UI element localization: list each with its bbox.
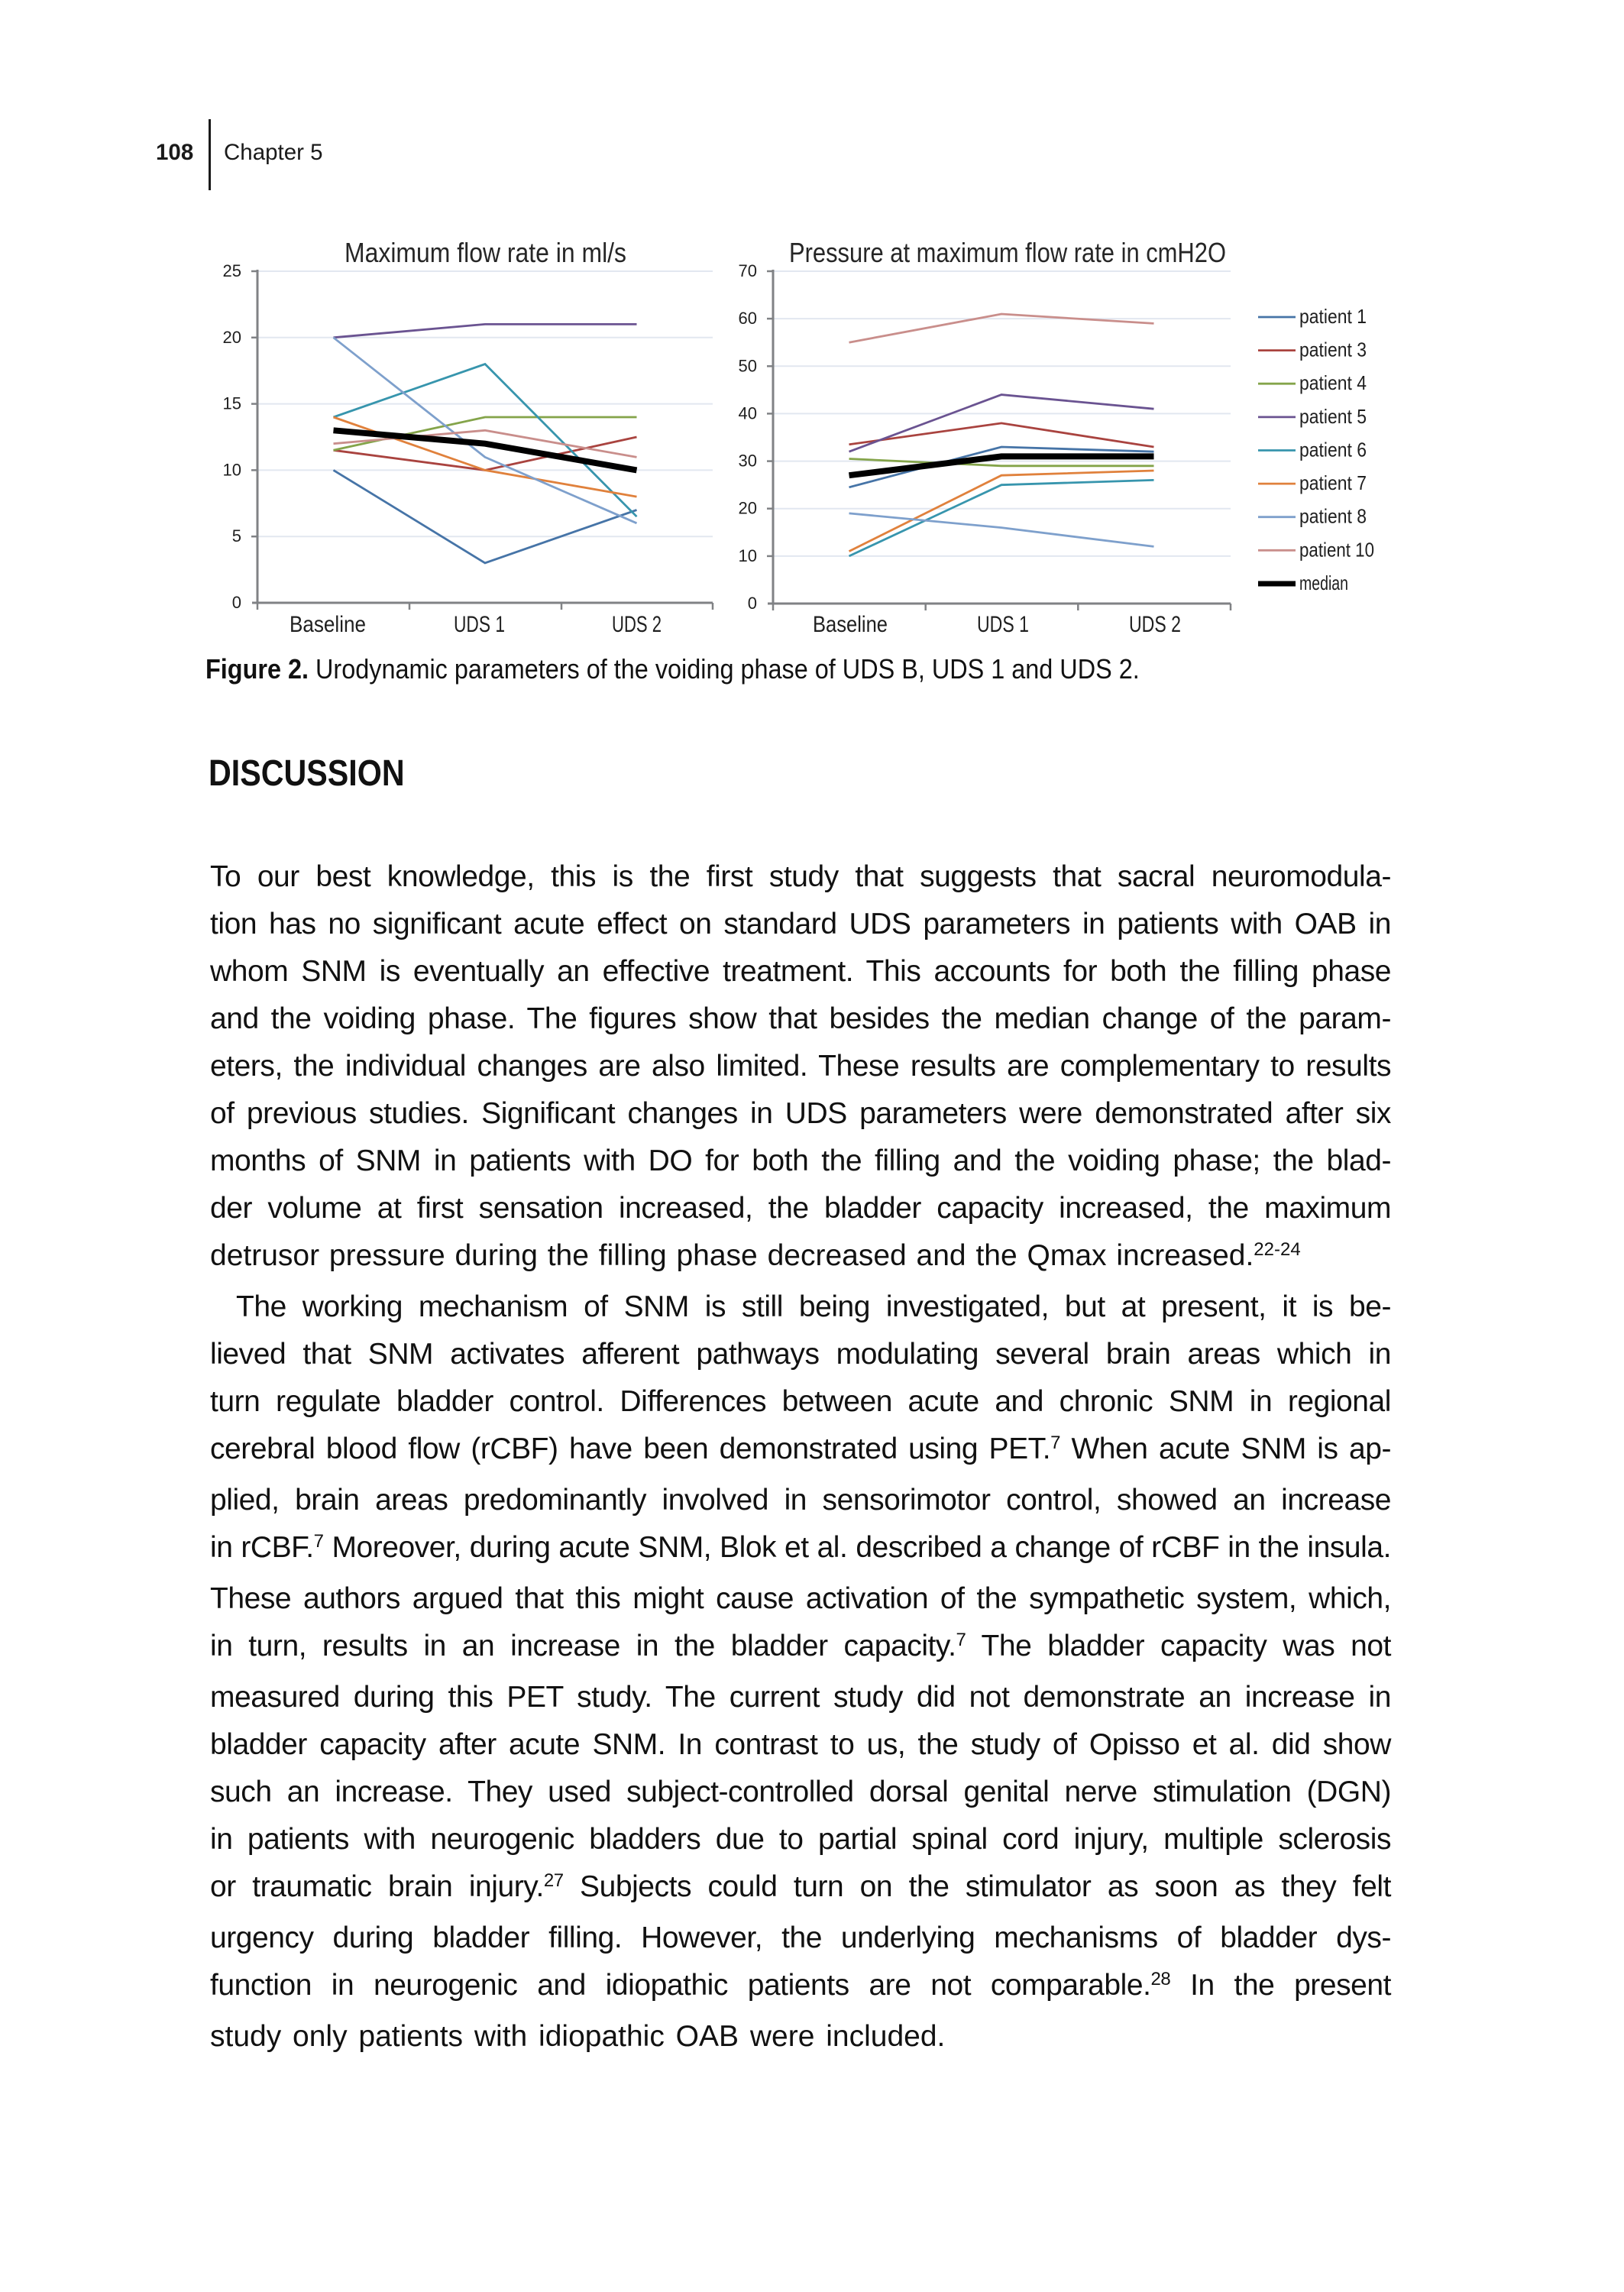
svg-text:60: 60 <box>739 309 757 328</box>
svg-text:Maximum flow rate in ml/s: Maximum flow rate in ml/s <box>345 237 626 268</box>
svg-text:patient 8: patient 8 <box>1299 505 1367 528</box>
svg-text:patient 6: patient 6 <box>1299 439 1367 461</box>
svg-text:patient 5: patient 5 <box>1299 405 1367 428</box>
svg-text:10: 10 <box>739 546 757 565</box>
svg-text:Pressure at maximum flow rate: Pressure at maximum flow rate in cmH2O <box>789 237 1226 268</box>
svg-text:30: 30 <box>739 452 757 471</box>
svg-text:20: 20 <box>739 499 757 518</box>
svg-text:UDS 2: UDS 2 <box>612 612 662 637</box>
svg-text:0: 0 <box>748 594 757 613</box>
svg-text:UDS 2: UDS 2 <box>1129 612 1181 637</box>
svg-text:10: 10 <box>223 460 241 479</box>
svg-text:patient 10: patient 10 <box>1299 538 1374 561</box>
svg-text:50: 50 <box>739 356 757 375</box>
svg-text:0: 0 <box>232 593 241 612</box>
svg-text:15: 15 <box>223 394 241 413</box>
svg-text:patient 3: patient 3 <box>1299 338 1367 361</box>
svg-text:Baseline: Baseline <box>813 612 888 637</box>
svg-text:70: 70 <box>739 261 757 280</box>
svg-text:40: 40 <box>739 403 757 422</box>
svg-text:patient 4: patient 4 <box>1299 371 1367 394</box>
svg-text:median: median <box>1299 571 1348 594</box>
svg-text:20: 20 <box>223 328 241 347</box>
svg-text:Baseline: Baseline <box>290 612 366 637</box>
svg-text:UDS 1: UDS 1 <box>977 612 1029 637</box>
svg-text:25: 25 <box>223 261 241 280</box>
svg-text:5: 5 <box>232 526 241 545</box>
svg-text:UDS 1: UDS 1 <box>454 612 505 637</box>
svg-text:patient 1: patient 1 <box>1299 305 1367 328</box>
svg-text:patient 7: patient 7 <box>1299 471 1367 494</box>
